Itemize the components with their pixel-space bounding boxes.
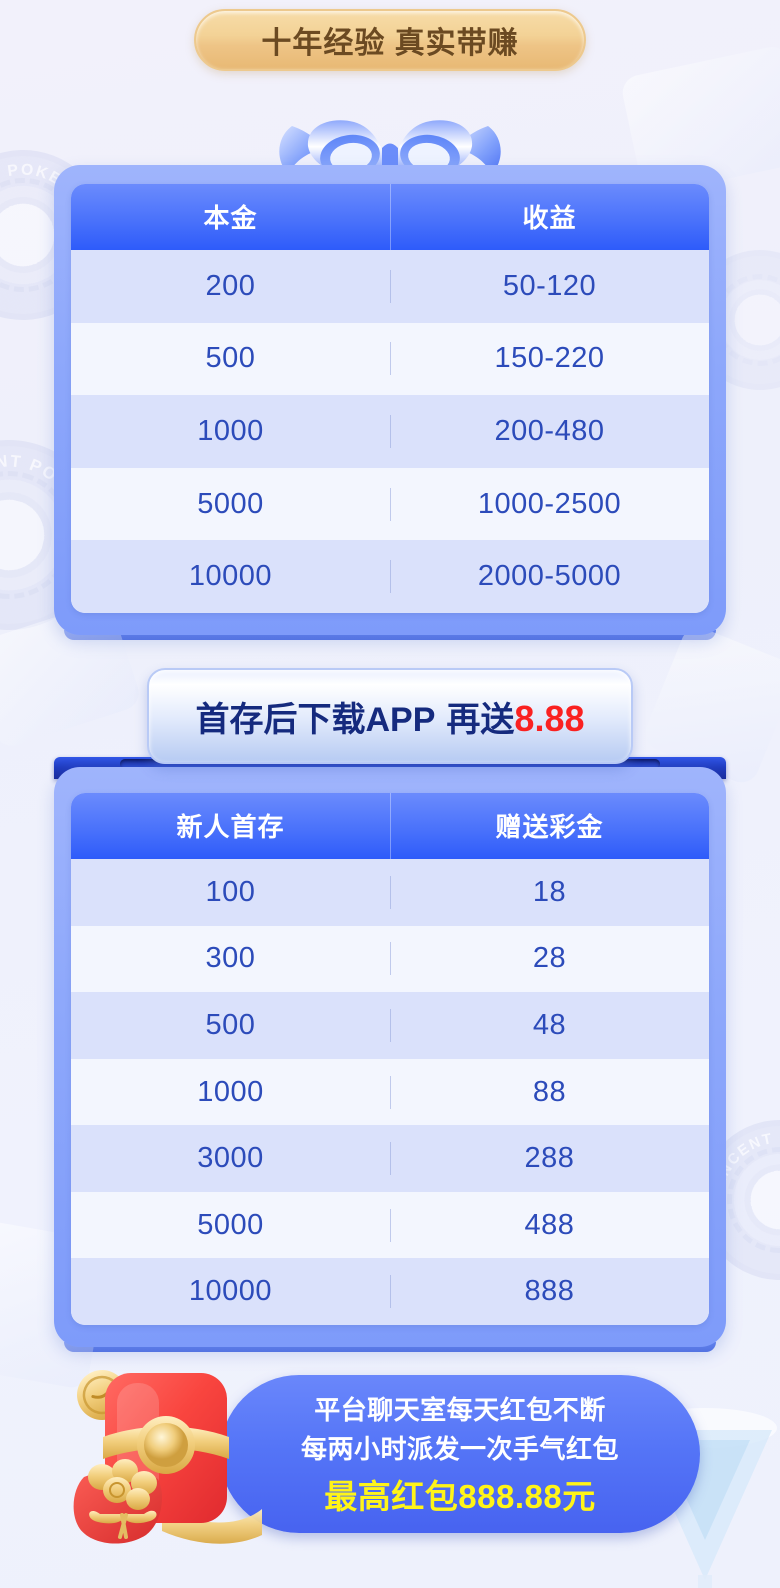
- cell-principal: 5000: [197, 487, 264, 520]
- table-row: 200 50-120: [71, 250, 709, 323]
- cell-deposit: 1000: [197, 1075, 264, 1108]
- bonus-header-gift: 赠送彩金: [390, 793, 709, 859]
- deposit-bonus-table-card: 新人首存 赠送彩金 100 18 300 28 500 48 1000 88 3…: [54, 767, 726, 1352]
- cell-deposit: 5000: [197, 1208, 264, 1241]
- earnings-table: 本金 收益 200 50-120 500 150-220 1000 200-48…: [71, 184, 709, 613]
- app-banner-amount: 8.88: [514, 697, 585, 739]
- cell-profit: 1000-2500: [390, 488, 709, 521]
- cell-deposit: 100: [205, 875, 256, 908]
- red-packet-line-2: 每两小时派发一次手气红包: [300, 1434, 619, 1464]
- cell-profit: 150-220: [390, 342, 709, 375]
- bonus-table-header-row: 新人首存 赠送彩金: [71, 793, 709, 859]
- table-row: 5000 488: [71, 1191, 709, 1259]
- table-row: 100 18: [71, 859, 709, 926]
- deposit-bonus-table: 新人首存 赠送彩金 100 18 300 28 500 48 1000 88 3…: [71, 793, 709, 1325]
- red-packet-promo-banner: 平台聊天室每天红包不断 每两小时派发一次手气红包 最高红包888.88元: [54, 1357, 726, 1551]
- cell-profit: 200-480: [390, 415, 709, 448]
- red-packet-text-pill: 平台聊天室每天红包不断 每两小时派发一次手气红包 最高红包888.88元: [220, 1375, 700, 1533]
- app-banner-sub-text: 再送: [446, 700, 515, 739]
- cell-bonus: 888: [390, 1275, 709, 1308]
- cell-bonus: 18: [390, 876, 709, 909]
- table-row: 300 28: [71, 925, 709, 993]
- app-banner-main-text: 首存后下载APP: [195, 700, 436, 739]
- table-card-ledge-slot: [120, 759, 660, 769]
- top-slogan-banner: 十年经验 真实带赚: [194, 9, 586, 71]
- cell-profit: 50-120: [390, 270, 709, 303]
- table-row: 500 48: [71, 992, 709, 1059]
- earnings-header-principal: 本金: [203, 203, 258, 233]
- cell-bonus: 48: [390, 1009, 709, 1042]
- table-row: 10000 888: [71, 1258, 709, 1325]
- cell-deposit: 3000: [197, 1142, 264, 1175]
- cell-principal: 200: [205, 269, 256, 302]
- cell-bonus: 488: [390, 1209, 709, 1242]
- red-packet-line-3: 最高红包888.88元: [324, 1478, 596, 1515]
- earnings-header-profit: 收益: [390, 184, 709, 250]
- cell-bonus: 88: [390, 1076, 709, 1109]
- earnings-table-card: 本金 收益 200 50-120 500 150-220 1000 200-48…: [54, 165, 726, 640]
- red-packet-line-1: 平台聊天室每天红包不断: [314, 1395, 606, 1425]
- cell-bonus: 28: [390, 942, 709, 975]
- table-row: 1000 88: [71, 1058, 709, 1126]
- table-row: 500 150-220: [71, 322, 709, 396]
- table-row: 10000 2000-5000: [71, 540, 709, 613]
- table-row: 1000 200-480: [71, 395, 709, 468]
- cell-profit: 2000-5000: [390, 560, 709, 593]
- app-download-banner: 首存后下载APP 再送 8.88: [147, 668, 633, 764]
- red-envelope-icon: [73, 1370, 262, 1544]
- cell-principal: 1000: [197, 414, 264, 447]
- top-slogan-text: 十年经验 真实带赚: [261, 27, 519, 60]
- bonus-header-deposit: 新人首存: [176, 812, 285, 842]
- table-row: 5000 1000-2500: [71, 467, 709, 541]
- table-row: 3000 288: [71, 1125, 709, 1192]
- cell-principal: 500: [205, 342, 256, 375]
- cell-deposit: 10000: [188, 1275, 273, 1308]
- cell-deposit: 500: [205, 1008, 256, 1041]
- cell-principal: 10000: [188, 560, 273, 593]
- earnings-table-header-row: 本金 收益: [71, 184, 709, 250]
- cell-deposit: 300: [205, 942, 256, 975]
- cell-bonus: 288: [390, 1142, 709, 1175]
- app-download-banner-inner: 首存后下载APP 再送 8.88: [196, 692, 585, 741]
